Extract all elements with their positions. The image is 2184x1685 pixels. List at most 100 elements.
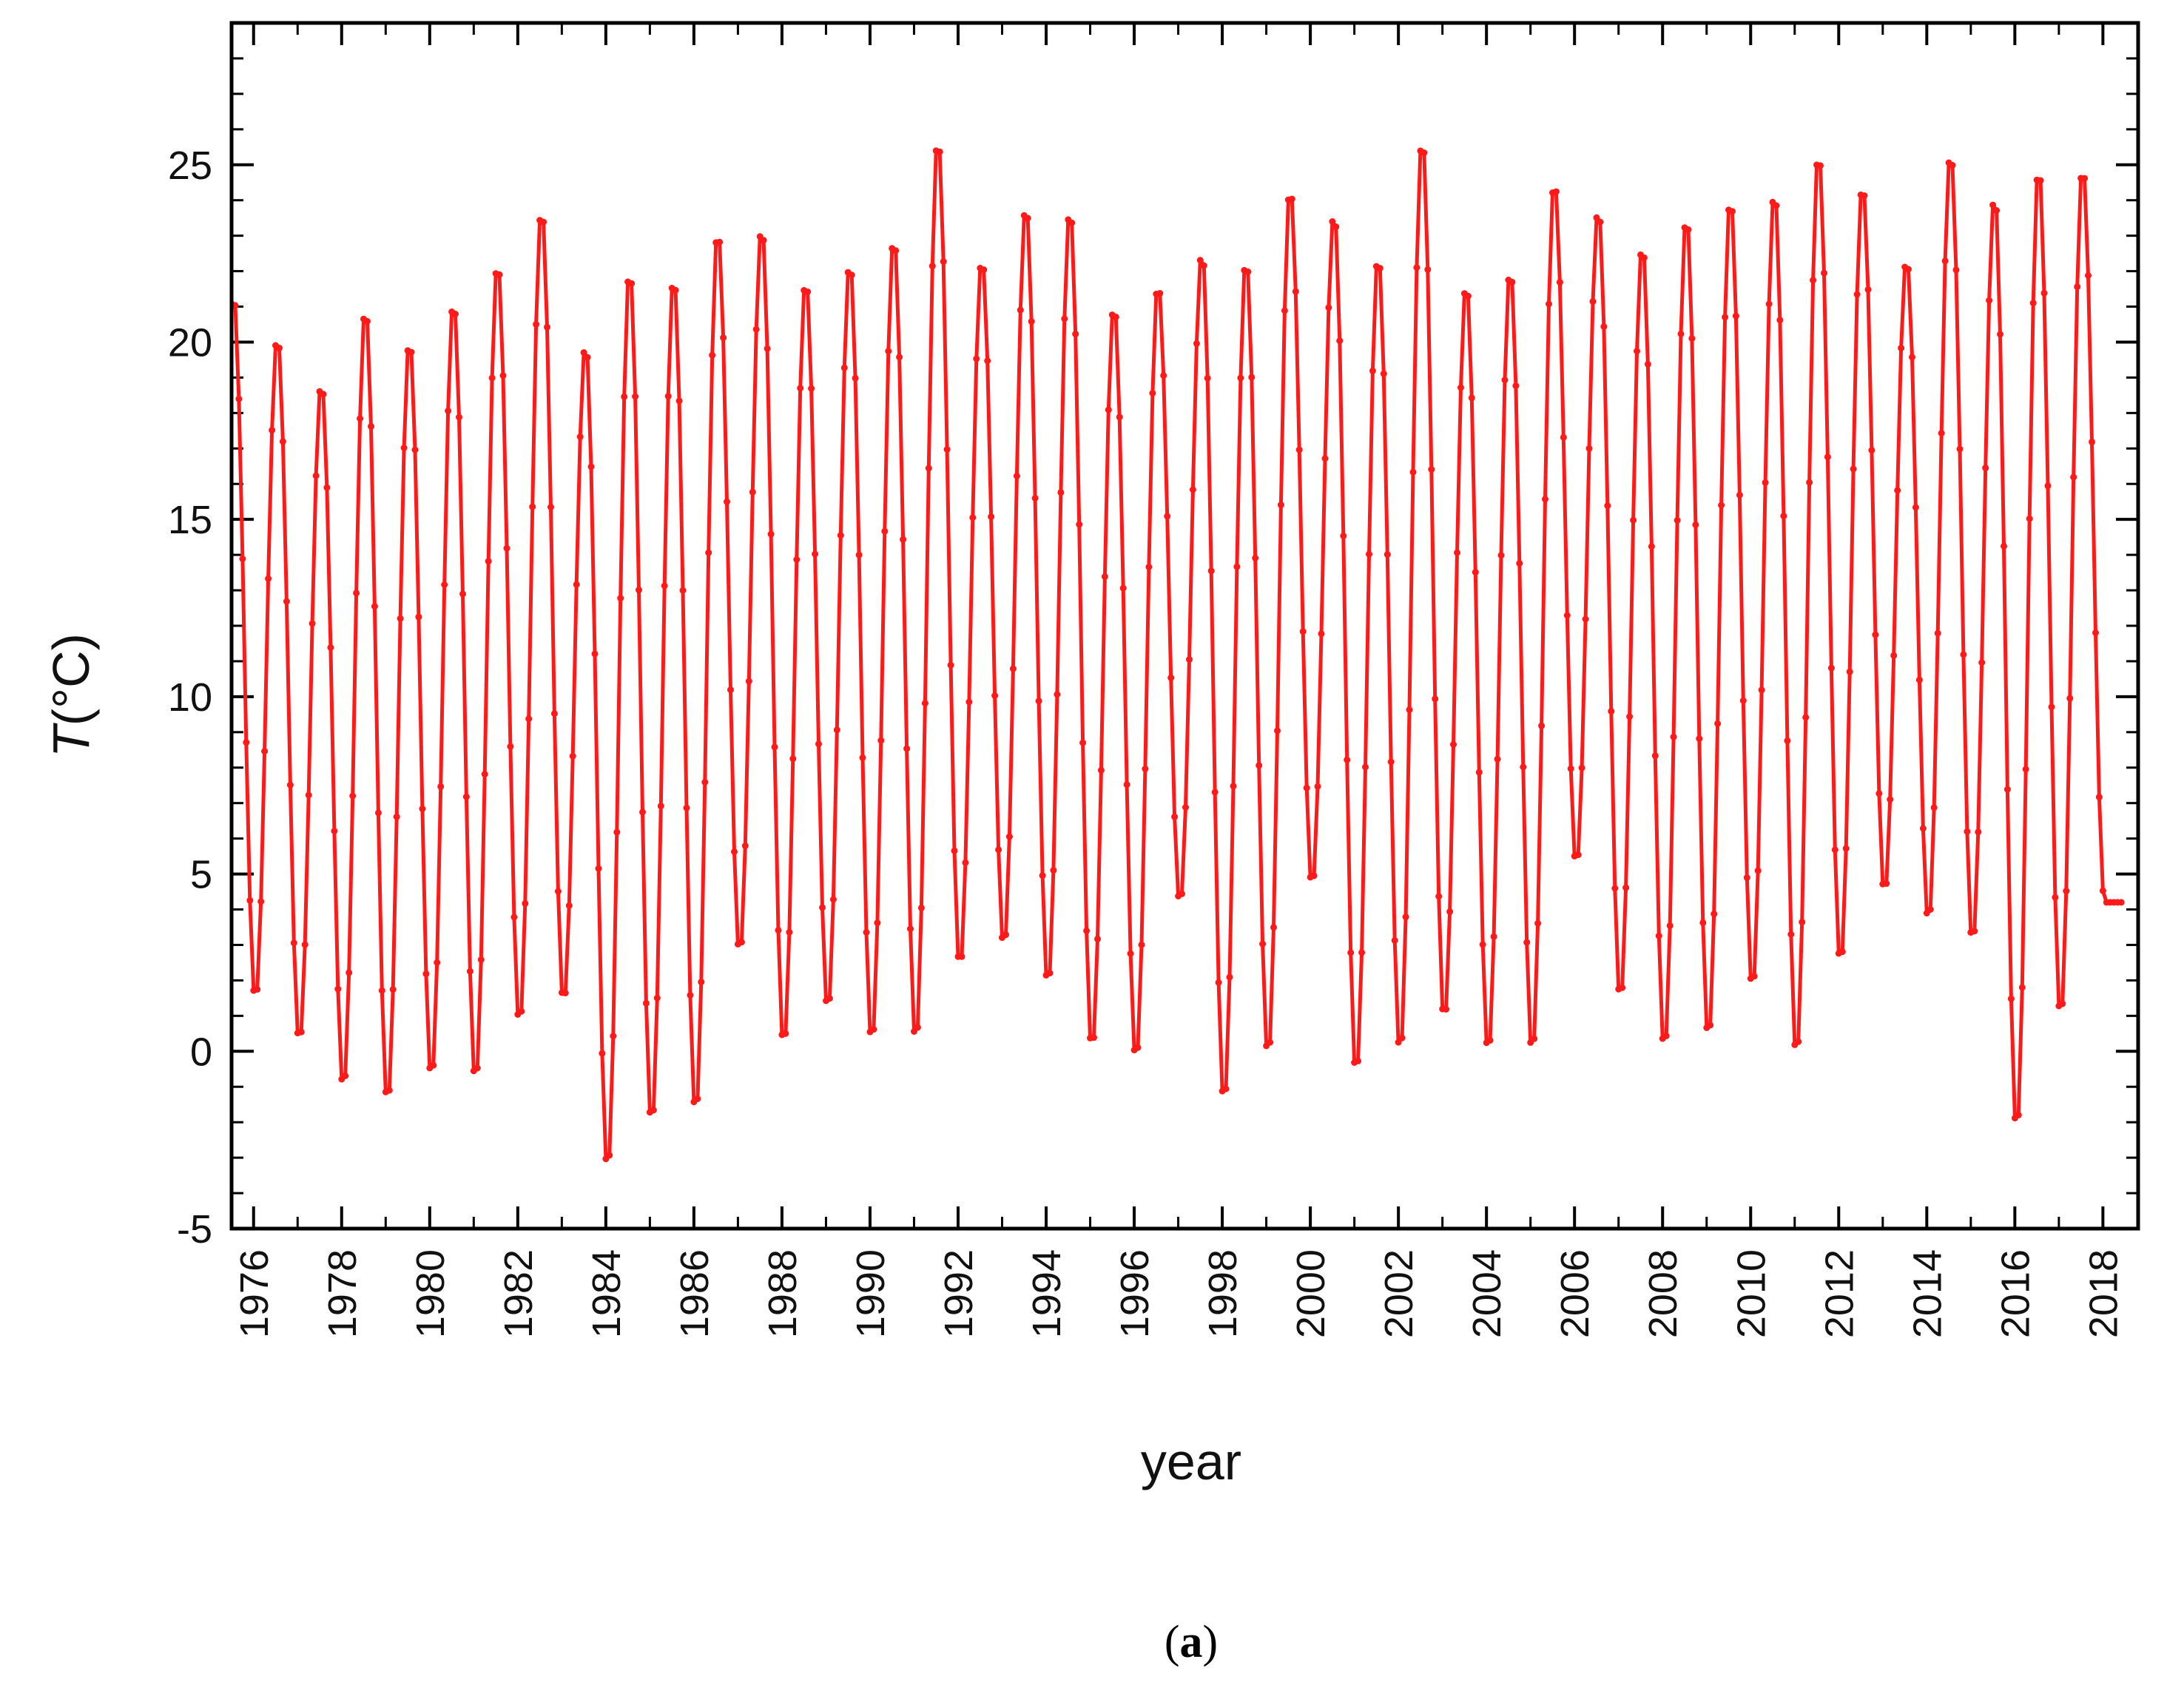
data-point [507,743,514,750]
data-point [642,999,650,1007]
data-point [1211,789,1219,796]
data-point [2095,794,2103,801]
data-point [411,446,419,453]
data-point [1784,737,1791,744]
data-point [965,698,973,706]
data-point [1314,783,1321,790]
data-point [1732,312,1739,320]
data-point [1179,890,1185,897]
data-point [544,323,550,331]
data-point [496,271,503,278]
data-point [1332,223,1340,231]
data-point [346,969,353,976]
x-tick-label: 1978 [320,1249,365,1338]
data-point [1831,846,1838,854]
data-point [1072,331,1079,338]
data-point [1167,674,1175,681]
data-point [1028,318,1035,325]
data-point [1395,1039,1402,1046]
data-point [900,536,907,543]
data-point [1024,215,1031,222]
data-point [1824,453,1831,461]
data-point [1685,226,1692,233]
data-point [661,582,668,590]
data-point [1799,919,1806,926]
data-point [1336,337,1344,345]
data-point [1552,188,1560,195]
data-point [1076,521,1083,528]
data-point [1538,722,1546,729]
data-point [1299,628,1307,635]
data-point [1050,867,1057,874]
data-point [1464,292,1472,300]
data-point [385,1087,393,1094]
data-point [235,395,243,402]
data-point [1887,796,1894,803]
data-point [408,348,415,356]
data-point [1827,664,1835,672]
data-point [896,354,903,361]
data-point [1424,266,1432,273]
data-point [1295,446,1303,453]
data-point [1699,919,1707,926]
y-tick-label: 10 [168,675,212,720]
data-point [573,581,580,588]
data-point [903,745,911,752]
data-point [870,1026,877,1033]
data-point [1795,1038,1802,1045]
data-point [1406,706,1413,714]
data-point [1651,752,1659,760]
data-point [554,888,562,895]
data-point [1369,367,1376,374]
x-tick-label: 1998 [1201,1249,1245,1338]
data-point [914,1024,921,1031]
y-tick-label: 20 [168,320,212,365]
data-point [2007,995,2015,1002]
data-point [1112,314,1119,321]
data-point [1674,517,1681,524]
x-tick-label: 1988 [761,1249,805,1338]
data-point [466,968,473,975]
x-tick-label: 2016 [1993,1249,2038,1338]
data-point [621,393,628,400]
data-point [1773,202,1780,209]
data-point [1123,781,1130,789]
data-point [580,349,587,357]
data-point [1031,495,1039,502]
data-point [837,532,844,539]
data-point [789,755,797,763]
data-point [1776,317,1784,324]
data-point [1057,489,1065,496]
data-point [1259,940,1267,948]
data-point [1450,741,1457,748]
data-point [1420,149,1428,156]
data-point [1630,516,1637,524]
data-point [1622,884,1630,891]
data-point [1729,208,1736,215]
data-point [269,427,276,434]
data-point [1817,162,1824,169]
data-point [1391,936,1398,944]
data-point [1270,924,1277,931]
data-point [290,939,297,947]
data-point [925,465,932,472]
data-point [1714,720,1722,727]
data-point [1546,300,1552,308]
data-point [415,613,422,621]
data-point [430,1061,437,1069]
data-point [1754,867,1762,874]
data-point [1244,268,1252,275]
data-point [1226,973,1233,981]
data-point [724,498,730,505]
data-point [874,919,881,927]
data-point [286,781,294,789]
data-point [1344,756,1351,763]
data-point [503,544,510,552]
data-point [973,355,980,362]
data-point [1711,911,1718,918]
data-point [595,865,602,872]
data-point [2001,542,2007,550]
data-point [276,345,283,351]
data-point [936,148,943,155]
series-layer [232,147,2125,1163]
